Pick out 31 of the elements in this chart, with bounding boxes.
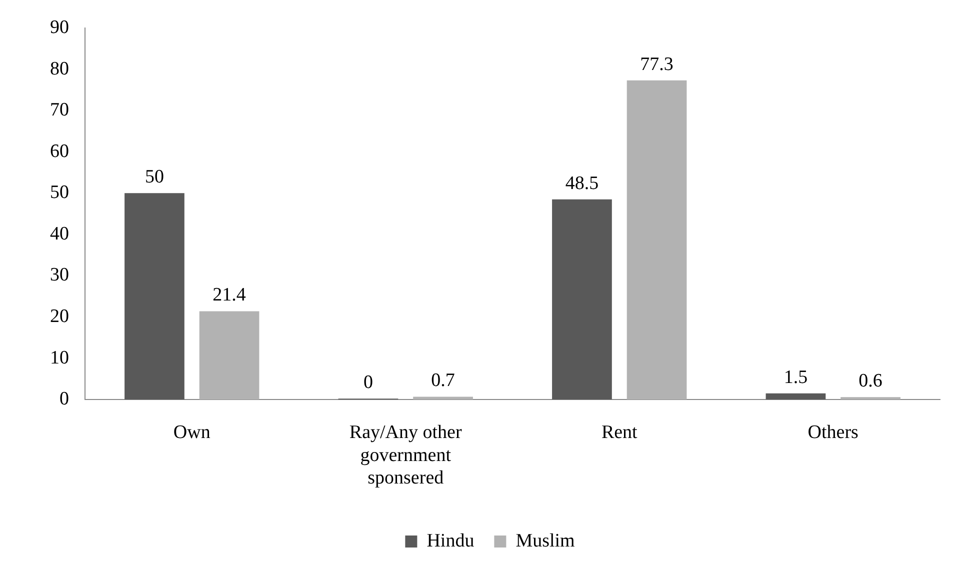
y-tick-label: 30 xyxy=(50,264,69,286)
bar xyxy=(413,396,473,400)
y-tick-label: 80 xyxy=(50,58,69,80)
y-tick-label: 50 xyxy=(50,182,69,204)
data-label: 0 xyxy=(363,372,373,394)
y-tick-label: 70 xyxy=(50,100,69,121)
data-label: 1.5 xyxy=(784,366,808,388)
data-label: 50 xyxy=(144,166,164,188)
bar xyxy=(124,193,184,400)
x-tick-label: Ray/Any other government sponsered xyxy=(349,422,462,489)
y-tick-label: 40 xyxy=(50,223,69,244)
bar xyxy=(840,397,900,400)
bar xyxy=(552,199,612,400)
x-tick-label: Rent xyxy=(601,422,638,443)
data-label: 77.3 xyxy=(640,54,674,75)
x-tick-label: Others xyxy=(808,422,858,443)
y-tick-label: 60 xyxy=(50,140,69,162)
data-label: 0.7 xyxy=(431,370,455,392)
bar xyxy=(626,80,687,400)
bar xyxy=(766,393,826,400)
data-label: 48.5 xyxy=(565,172,599,194)
bar xyxy=(199,311,260,400)
data-label: 21.4 xyxy=(212,284,246,306)
x-tick-label: Own xyxy=(173,422,211,443)
data-label: 0.6 xyxy=(858,370,882,392)
legend-label: Hindu xyxy=(426,530,475,552)
y-tick-label: 20 xyxy=(50,306,69,328)
legend-label: Muslim xyxy=(516,530,576,552)
y-tick-label: 0 xyxy=(60,388,69,410)
y-tick-label: 90 xyxy=(50,16,69,38)
y-tick-label: 10 xyxy=(50,347,69,368)
